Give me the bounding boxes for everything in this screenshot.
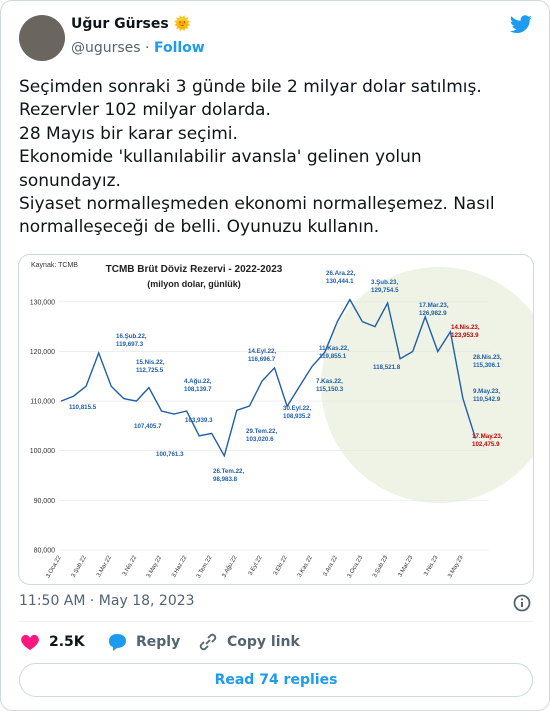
y-tick-label: 100,000 <box>30 448 55 455</box>
text-line: Ekonomide 'kullanılabilir avansla' gelin… <box>19 147 422 168</box>
x-tick-label: 3.Nis.23 <box>423 554 440 577</box>
annotation: 100,761.3 <box>156 451 184 458</box>
chart: Kaynak: TCMB TCMB Brüt Döviz Rezervi - 2… <box>18 254 534 585</box>
annotation: 112,725.5 <box>136 367 164 374</box>
timestamp[interactable]: 11:50 AM · May 18, 2023 <box>19 593 195 609</box>
annotation: 9.May.23, <box>473 388 500 395</box>
chart-subtitle: (milyon dolar, günlük) <box>147 279 241 289</box>
text-line: normalleşeceği de belli. Oyunuzu kullanı… <box>19 217 380 238</box>
annotation: 103,020.6 <box>246 436 274 443</box>
x-tick-label: 3.Eki.22 <box>273 554 289 576</box>
annotation: 102,475.9 <box>472 441 500 448</box>
annotation: 119,697.3 <box>116 341 144 348</box>
y-tick-label: 80,000 <box>34 548 56 555</box>
x-tick-label: 3.Oca.22 <box>45 554 63 579</box>
data-line <box>60 298 477 458</box>
chart-title: TCMB Brüt Döviz Rezervi - 2022-2023 <box>106 264 283 275</box>
x-tick-label: 3.May.22 <box>146 554 164 579</box>
x-tick-label: 3.Oca.23 <box>347 554 365 579</box>
x-tick-label: 3.Mar.22 <box>96 554 113 578</box>
x-tick-label: 3.Nis.22 <box>122 554 139 577</box>
x-tick-label: 3.Tem.22 <box>196 554 214 579</box>
annotation: 116,696.7 <box>248 356 276 363</box>
x-tick-label: 3.Haz.22 <box>171 554 189 578</box>
x-tick-label: 3.Şub.22 <box>71 554 89 578</box>
reply-icon[interactable] <box>106 632 128 652</box>
annotation: 11.Kas.22, <box>319 345 349 352</box>
copy-link-button[interactable]: Copy link <box>227 634 300 650</box>
annotation: 115,306.1 <box>473 362 501 369</box>
y-tick-label: 120,000 <box>30 349 55 356</box>
annotation: 3.Şub.23, <box>371 279 398 286</box>
annotation: 110,542.9 <box>473 396 501 403</box>
chart-source: Kaynak: TCMB <box>31 262 78 269</box>
user-name[interactable]: Uğur Gürses 🌞 <box>71 16 191 32</box>
annotation: 26.Tem.22, <box>213 468 244 475</box>
info-icon[interactable] <box>512 593 532 613</box>
text-line: Siyaset normalleşmeden ekonomi normalleş… <box>19 194 495 215</box>
x-tick-label: 3.Kas.22 <box>297 554 314 578</box>
like-icon[interactable] <box>19 632 41 652</box>
annotation: 129,754.5 <box>371 287 399 294</box>
twitter-logo[interactable] <box>509 15 533 37</box>
divider <box>19 621 533 622</box>
avatar[interactable] <box>19 15 65 61</box>
annotation: 28.Nis.23, <box>473 354 502 361</box>
follow-button[interactable]: Follow <box>153 40 205 56</box>
x-tick-label: 3.Şub.23 <box>372 554 390 578</box>
y-tick-label: 90,000 <box>34 498 56 505</box>
tweet-text: Seçimden sonraki 3 günde bile 2 milyar d… <box>19 76 495 240</box>
separator: · <box>145 40 150 56</box>
annotation: 115,150.3 <box>316 386 344 393</box>
x-tick-label: 3.Mar.23 <box>398 554 415 578</box>
annotation: 26.Ara.22, <box>326 270 356 277</box>
y-tick-label: 110,000 <box>30 399 55 406</box>
reply-button[interactable]: Reply <box>136 634 181 650</box>
annotation: 123,953.9 <box>451 332 479 339</box>
like-count[interactable]: 2.5K <box>49 634 85 650</box>
x-tick-label: 3.Eyl.22 <box>248 554 264 576</box>
x-tick-label: 3.Ara.22 <box>323 554 340 577</box>
text-line: Seçimden sonraki 3 günde bile 2 milyar d… <box>19 77 482 97</box>
annotation: 14.Eyl.22, <box>248 348 276 355</box>
text-line: 28 Mayıs bir karar seçimi. <box>19 123 238 144</box>
annotation: 103,939.3 <box>185 417 213 424</box>
annotation: 119,855.1 <box>319 353 347 360</box>
x-tick-label: 3.May.23 <box>447 554 465 579</box>
annotation: 16.Şub.22, <box>116 333 147 340</box>
annotation: 29.Tem.22, <box>246 428 277 435</box>
annotation: 107,405.7 <box>134 423 162 430</box>
annotation: 17.Mar.23, <box>419 302 449 309</box>
x-tick-label: 3.Ağu.22 <box>221 554 239 578</box>
annotation: 108,935.2 <box>283 413 311 420</box>
annotation: 7.Kas.22, <box>316 378 343 385</box>
link-icon[interactable] <box>197 632 219 652</box>
annotation: 98,983.8 <box>213 476 238 483</box>
annotation: 30.Eyl.22, <box>283 405 311 412</box>
annotation: 126,982.9 <box>419 310 447 317</box>
text-line: sonundayız. <box>19 170 121 191</box>
annotation: 17.May.23, <box>472 433 503 440</box>
annotation: 4.Ağu.22, <box>184 378 212 385</box>
text-line: Rezervler 102 milyar dolarda. <box>19 100 271 121</box>
annotation: 15.Nis.22, <box>136 359 165 366</box>
read-replies-button[interactable]: Read 74 replies <box>19 663 533 697</box>
handle[interactable]: @ugurses <box>71 40 141 56</box>
annotation: 108,139.7 <box>184 386 212 393</box>
annotation: 130,444.1 <box>326 278 354 285</box>
annotation: 14.Nis.23, <box>451 324 480 331</box>
annotation: 110,815.5 <box>69 404 97 411</box>
annotation: 118,521.8 <box>373 364 401 371</box>
handle-row: @ugurses · Follow <box>71 40 205 56</box>
y-tick-label: 130,000 <box>30 299 55 306</box>
